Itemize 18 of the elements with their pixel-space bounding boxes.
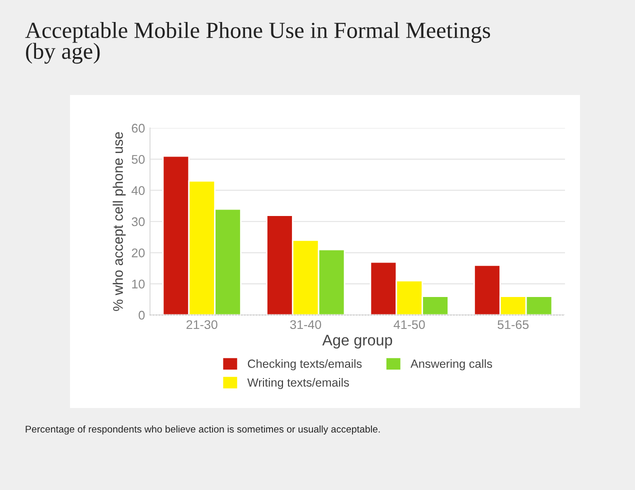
chart-title: Acceptable Mobile Phone Use in Formal Meetings (by age)	[25, 22, 490, 64]
y-axis-title: % who accept cell phone use	[112, 132, 126, 311]
y-tick-label: 60	[132, 124, 145, 133]
y-tick-label: 0	[138, 310, 145, 320]
y-tick-label: 30	[132, 217, 145, 226]
legend-label: Checking texts/emails	[248, 359, 362, 370]
x-tick-label: 31-40	[290, 320, 322, 330]
x-tick-label: 41-50	[394, 320, 425, 330]
x-axis-title: Age group	[322, 334, 392, 349]
y-tick-label: 10	[132, 280, 145, 288]
x-tick-label: 21-30	[186, 320, 218, 330]
y-tick-label: 40	[132, 186, 145, 195]
text: Percentage of respondents who believe action is sometimes or usually acceptable.	[26, 425, 380, 435]
y-tick-label: 20	[132, 248, 145, 258]
y-tick-label: 50	[132, 154, 145, 164]
legend-label: Answering calls	[410, 359, 492, 370]
legend-label: Writing texts/emails	[247, 378, 349, 390]
x-tick-label: 51-65	[498, 320, 529, 330]
